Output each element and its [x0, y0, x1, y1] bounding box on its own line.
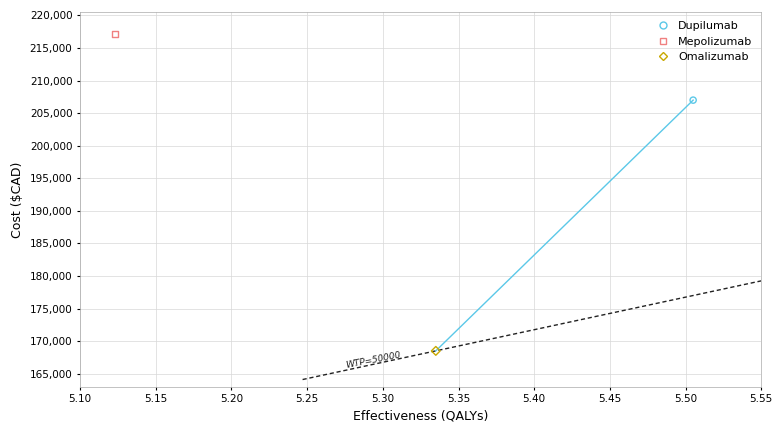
Point	[109, 30, 122, 37]
Point	[430, 347, 442, 354]
X-axis label: Effectiveness (QALYs): Effectiveness (QALYs)	[353, 410, 488, 423]
Point	[687, 97, 699, 104]
Legend: Dupilumab, Mepolizumab, Omalizumab: Dupilumab, Mepolizumab, Omalizumab	[648, 18, 756, 66]
Text: WTP=50000: WTP=50000	[345, 351, 401, 370]
Y-axis label: Cost ($CAD): Cost ($CAD)	[11, 161, 24, 238]
